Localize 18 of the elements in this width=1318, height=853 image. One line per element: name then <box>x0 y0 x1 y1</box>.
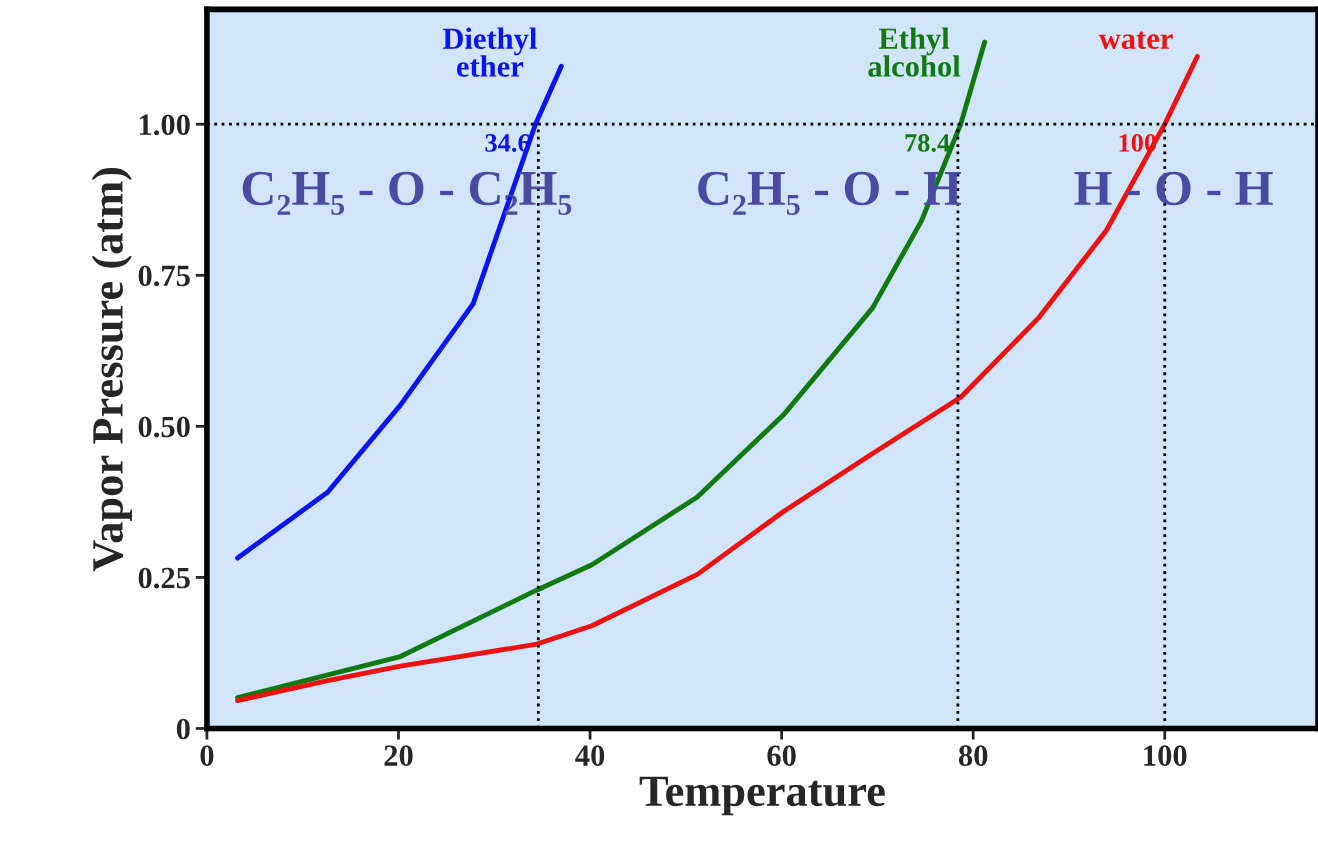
line-series <box>235 54 1200 704</box>
y-axis-title: Vapor Pressure (atm) <box>91 167 132 572</box>
annotation: 78.4 <box>905 134 950 152</box>
x-tick-label: 80 <box>958 745 988 766</box>
y-tick-label: 1.00 <box>139 114 190 136</box>
y-tick-label: 0.75 <box>138 265 190 287</box>
x-tick-label: 20 <box>384 745 413 766</box>
x-tick-label: 0 <box>200 745 214 766</box>
series-label: water <box>1098 31 1173 50</box>
x-axis-title: Temperature <box>639 776 885 816</box>
y-tick-label: 0 <box>176 718 190 740</box>
series-label: Ethyl alcohol <box>868 27 961 77</box>
y-tick-label: 0.50 <box>138 416 190 438</box>
x-tick-label: 40 <box>575 745 605 766</box>
series-label: Diethyl ether <box>442 27 537 77</box>
x-tick-label: 60 <box>767 745 796 766</box>
x-tick-label: 100 <box>1144 745 1187 766</box>
y-tick-label: 0.25 <box>138 567 190 589</box>
